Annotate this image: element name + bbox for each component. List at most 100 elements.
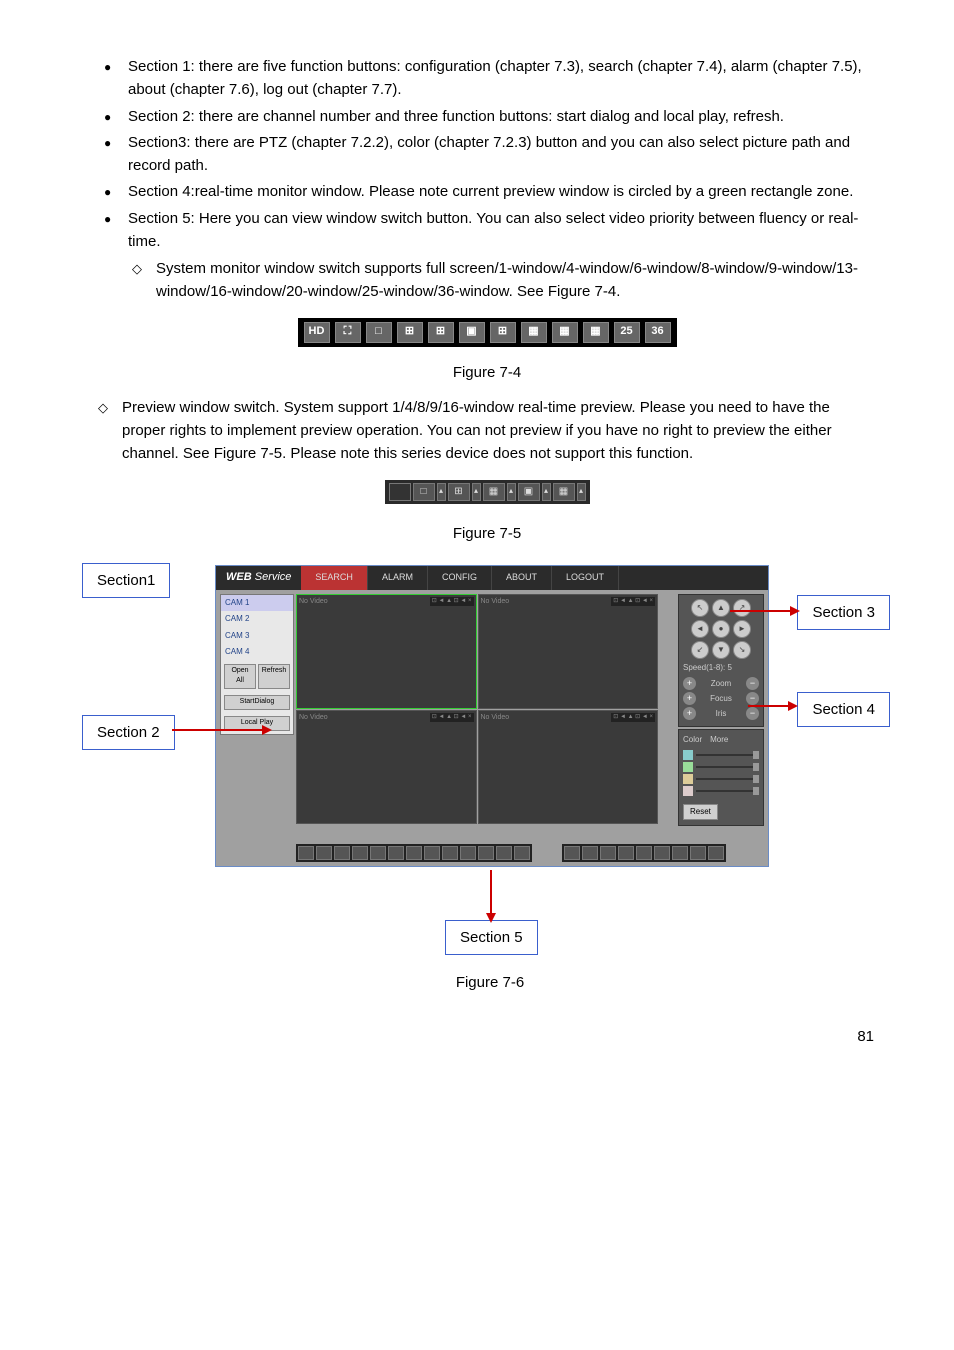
layout-btn-icon[interactable] — [424, 846, 440, 860]
preview-btn-icon[interactable] — [600, 846, 616, 860]
color-panel: Color More Reset — [678, 729, 764, 826]
layout-36-icon[interactable]: 36 — [645, 322, 671, 343]
preview-btn-icon[interactable] — [654, 846, 670, 860]
preview-btn-icon[interactable] — [708, 846, 724, 860]
cell-icons[interactable]: ⊡ ◄ ▲ ⊡ ◄ × — [611, 713, 655, 722]
layout-btn-icon[interactable] — [514, 846, 530, 860]
focus-minus-icon[interactable]: − — [746, 692, 759, 705]
preview-16-icon[interactable]: ▦ — [553, 483, 575, 501]
open-all-button[interactable]: Open All — [224, 664, 256, 690]
sidebar-item-cam3[interactable]: CAM 3 — [221, 628, 293, 644]
refresh-button[interactable]: Refresh — [258, 664, 290, 690]
layout-btn-icon[interactable] — [316, 846, 332, 860]
preview-btn-icon[interactable] — [672, 846, 688, 860]
preview-9-icon[interactable]: ▣ — [518, 483, 540, 501]
no-video-label: No Video — [481, 597, 510, 608]
reset-button[interactable]: Reset — [683, 804, 718, 820]
ptz-down-right-icon[interactable]: ↘ — [733, 641, 751, 659]
nav-bar: WEB Service SEARCH ALARM CONFIG ABOUT LO… — [216, 566, 768, 590]
layout-full-icon[interactable]: ⛶ — [335, 322, 361, 343]
no-video-label: No Video — [481, 713, 510, 724]
sidebar-item-cam1[interactable]: CAM 1 — [221, 595, 293, 611]
figure-7-5-toolbar: □ ▴ ⊞ ▴ ▦ ▴ ▣ ▴ ▦ ▴ — [100, 480, 874, 508]
video-cell-3[interactable]: No Video ⊡ ◄ ▲ ⊡ ◄ × — [296, 710, 477, 825]
iris-plus-icon[interactable]: + — [683, 707, 696, 720]
cell-icons[interactable]: ⊡ ◄ ▲ ⊡ ◄ × — [430, 597, 474, 606]
preview-8-icon[interactable]: ▦ — [483, 483, 505, 501]
layout-btn-icon[interactable] — [298, 846, 314, 860]
layout-4-icon[interactable]: ⊞ — [397, 322, 423, 343]
nav-tab-alarm[interactable]: ALARM — [368, 566, 428, 590]
preview-1-icon[interactable]: □ — [413, 483, 435, 501]
layout-btn-icon[interactable] — [370, 846, 386, 860]
preview-btn-icon[interactable] — [582, 846, 598, 860]
bullet-item: Section3: there are PTZ (chapter 7.2.2),… — [128, 131, 874, 178]
ptz-center-icon[interactable]: ● — [712, 620, 730, 638]
contrast-slider[interactable] — [696, 766, 759, 768]
preview-tri-icon[interactable]: ▴ — [507, 483, 516, 501]
video-cell-4[interactable]: No Video ⊡ ◄ ▲ ⊡ ◄ × — [478, 710, 659, 825]
ptz-left-icon[interactable]: ◄ — [691, 620, 709, 638]
brightness-slider[interactable] — [696, 754, 759, 756]
layout-hd-icon[interactable]: HD — [304, 322, 330, 343]
layout-btn-icon[interactable] — [496, 846, 512, 860]
focus-plus-icon[interactable]: + — [683, 692, 696, 705]
layout-9-icon[interactable]: ⊞ — [490, 322, 516, 343]
video-cell-2[interactable]: No Video ⊡ ◄ ▲ ⊡ ◄ × — [478, 594, 659, 709]
layout-btn-icon[interactable] — [406, 846, 422, 860]
ptz-up-left-icon[interactable]: ↖ — [691, 599, 709, 617]
layout-1-icon[interactable]: □ — [366, 322, 392, 343]
layout-25-icon[interactable]: 25 — [614, 322, 640, 343]
more-tab[interactable]: More — [710, 734, 728, 746]
ptz-up-icon[interactable]: ▲ — [712, 599, 730, 617]
layout-btn-icon[interactable] — [478, 846, 494, 860]
brightness-icon — [683, 750, 693, 760]
preview-tri-icon[interactable]: ▴ — [437, 483, 446, 501]
bullet-list: Section 1: there are five function butto… — [100, 55, 874, 304]
preview-tri-icon[interactable]: ▴ — [542, 483, 551, 501]
hue-slider[interactable] — [696, 790, 759, 792]
ptz-up-right-icon[interactable]: ↗ — [733, 599, 751, 617]
preview-btn-icon[interactable] — [636, 846, 652, 860]
start-dialog-button[interactable]: StartDialog — [224, 695, 290, 710]
nav-tab-about[interactable]: ABOUT — [492, 566, 552, 590]
nav-tab-config[interactable]: CONFIG — [428, 566, 492, 590]
layout-btn-icon[interactable] — [460, 846, 476, 860]
sub-item: System monitor window switch supports fu… — [156, 257, 874, 304]
layout-8-icon[interactable]: ▣ — [459, 322, 485, 343]
ptz-right-icon[interactable]: ► — [733, 620, 751, 638]
layout-btn-icon[interactable] — [388, 846, 404, 860]
ptz-down-left-icon[interactable]: ↙ — [691, 641, 709, 659]
sidebar-item-cam4[interactable]: CAM 4 — [221, 644, 293, 660]
layout-btn-icon[interactable] — [442, 846, 458, 860]
sidebar-item-cam2[interactable]: CAM 2 — [221, 611, 293, 627]
preview-btn-icon[interactable] — [690, 846, 706, 860]
layout-btn-icon[interactable] — [334, 846, 350, 860]
color-tab[interactable]: Color — [683, 734, 702, 746]
nav-tab-logout[interactable]: LOGOUT — [552, 566, 619, 590]
layout-6-icon[interactable]: ⊞ — [428, 322, 454, 343]
cell-icons[interactable]: ⊡ ◄ ▲ ⊡ ◄ × — [611, 597, 655, 606]
layout-16-icon[interactable]: ▦ — [552, 322, 578, 343]
arrow-section4 — [748, 705, 790, 707]
iris-minus-icon[interactable]: − — [746, 707, 759, 720]
bullet-item: Section 1: there are five function butto… — [128, 55, 874, 102]
layout-btn-icon[interactable] — [352, 846, 368, 860]
nav-tab-search[interactable]: SEARCH — [301, 566, 368, 590]
preview-btn-icon[interactable] — [564, 846, 580, 860]
section4-label: Section 4 — [797, 692, 890, 727]
layout-13-icon[interactable]: ▦ — [521, 322, 547, 343]
layout-20-icon[interactable]: ▦ — [583, 322, 609, 343]
cell-icons[interactable]: ⊡ ◄ ▲ ⊡ ◄ × — [430, 713, 474, 722]
preview-btn-icon[interactable] — [618, 846, 634, 860]
saturation-slider[interactable] — [696, 778, 759, 780]
preview-tri-icon[interactable]: ▴ — [577, 483, 586, 501]
ptz-down-icon[interactable]: ▼ — [712, 641, 730, 659]
preview-tri-icon[interactable]: ▴ — [472, 483, 481, 501]
no-video-label: No Video — [299, 713, 328, 724]
preview-4-icon[interactable]: ⊞ — [448, 483, 470, 501]
focus-label: Focus — [700, 693, 742, 705]
zoom-plus-icon[interactable]: + — [683, 677, 696, 690]
zoom-minus-icon[interactable]: − — [746, 677, 759, 690]
video-cell-1[interactable]: No Video ⊡ ◄ ▲ ⊡ ◄ × — [296, 594, 477, 709]
